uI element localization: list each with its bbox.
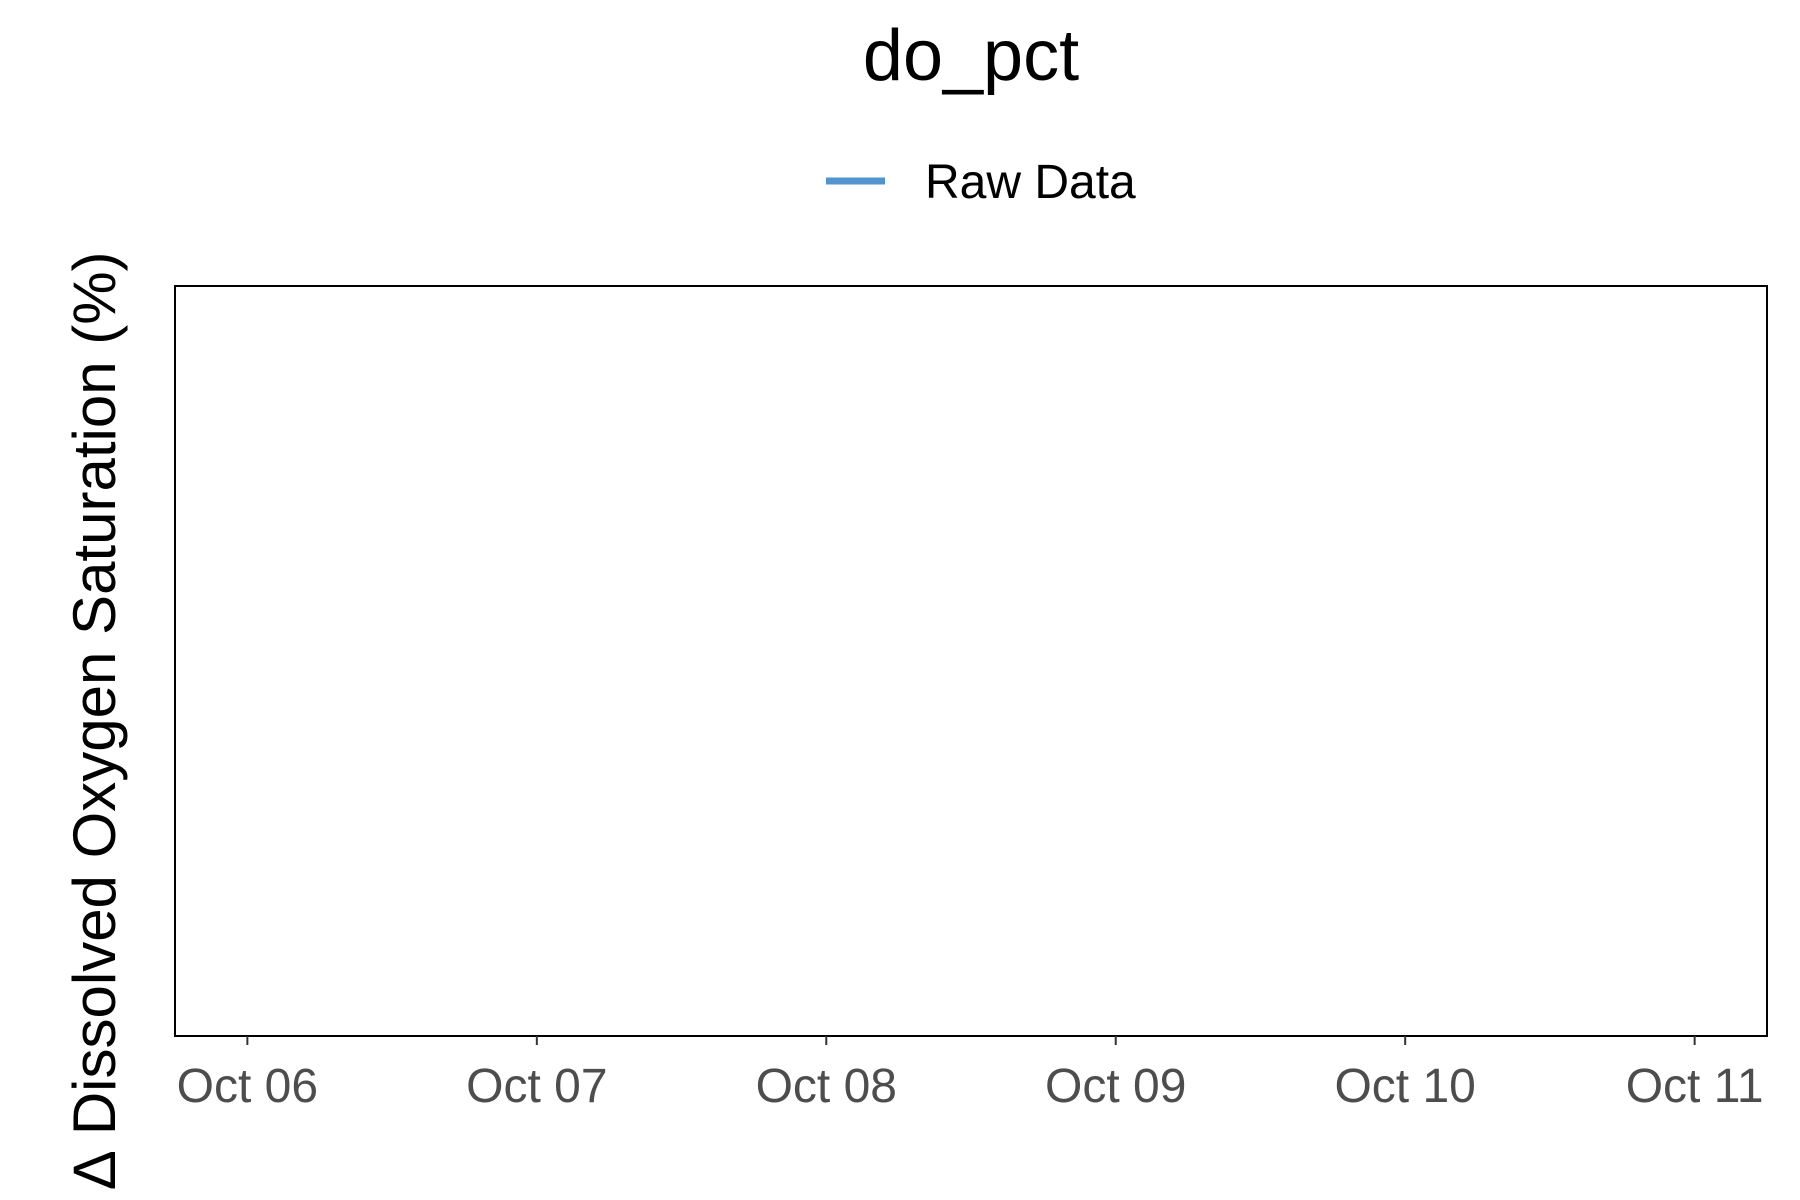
x-tick-label: Oct 10	[1334, 1060, 1475, 1113]
legend: Raw Data	[826, 156, 1136, 209]
x-tick-label: Oct 06	[177, 1060, 318, 1113]
x-tick-label: Oct 07	[466, 1060, 607, 1113]
y-axis-label: ∆ Dissolved Oxygen Saturation (%)	[61, 251, 128, 1188]
legend-label-raw-data: Raw Data	[925, 156, 1136, 209]
x-tick-label: Oct 08	[756, 1060, 897, 1113]
x-tick-label: Oct 11	[1626, 1060, 1764, 1113]
chart-title: do_pct	[863, 16, 1079, 96]
x-axis: Oct 06 Oct 07 Oct 08 Oct 09 Oct 10 Oct 11	[177, 1036, 1764, 1113]
plot-panel	[174, 285, 1768, 1037]
x-tick-label: Oct 09	[1045, 1060, 1186, 1113]
